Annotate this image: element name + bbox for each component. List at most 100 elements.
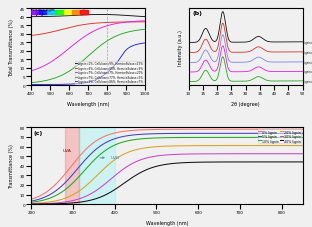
Bar bbox=[47, 11, 56, 15]
Legend: 0% lignin, 5% lignin, 10% lignin, 20% lignin, 30% lignin, 40% lignin: 0% lignin, 5% lignin, 10% lignin, 20% li… bbox=[258, 129, 301, 143]
Lignin=6%, Cellulose=69%, Hemicellulose=9% bbox=[97, 22, 101, 25]
Y-axis label: Intensity (a.u.): Intensity (a.u.) bbox=[178, 30, 183, 65]
Lignin=1%, Cellulose=9%, Hemicellulose=15% bbox=[84, 14, 88, 17]
Lignin=7%, Cellulose=7%, Hemicellulose=20% bbox=[84, 35, 87, 38]
5% lignin bbox=[29, 200, 33, 203]
10% lignin bbox=[189, 136, 193, 139]
Line: 5% lignin: 5% lignin bbox=[31, 134, 303, 201]
Lignin=7%, Cellulose=7%, Hemicellulose=20% bbox=[141, 20, 144, 23]
5% lignin bbox=[152, 133, 156, 136]
Lignin=1%, Cellulose=86%, Hemicellulose=7% bbox=[91, 80, 95, 83]
20% lignin bbox=[152, 146, 156, 149]
Lignin=1%, Cellulose=86%, Hemicellulose=7% bbox=[144, 42, 147, 45]
Lignin=7%, Cellulose=77%, Hemicellulose=5% bbox=[84, 58, 87, 61]
Legend: Lignin=1%, Cellulose=9%, Hemicellulose=15%, Lignin=6%, Cellulose=69%, Hemicellul: Lignin=1%, Cellulose=9%, Hemicellulose=1… bbox=[75, 62, 144, 84]
Lignin=7%, Cellulose=7%, Hemicellulose=20% bbox=[29, 70, 33, 73]
Lignin=7%, Cellulose=7%, Hemicellulose=20% bbox=[97, 28, 101, 31]
5% lignin bbox=[301, 132, 305, 135]
Bar bbox=[80, 11, 88, 15]
Lignin=1%, Cellulose=9%, Hemicellulose=15% bbox=[84, 14, 87, 17]
Lignin=1%, Cellulose=9%, Hemicellulose=15% bbox=[144, 16, 147, 19]
Text: (c): (c) bbox=[34, 130, 43, 135]
40% lignin bbox=[234, 161, 237, 164]
40% lignin bbox=[152, 166, 156, 169]
Lignin=7%, Cellulose=7%, Hemicellulose=20% bbox=[123, 22, 127, 25]
Bar bbox=[65, 128, 79, 204]
Lignin=6%, Cellulose=69%, Hemicellulose=9% bbox=[29, 35, 33, 38]
Line: Lignin=6%, Cellulose=69%, Hemicellulose=9%: Lignin=6%, Cellulose=69%, Hemicellulose=… bbox=[31, 23, 145, 36]
40% lignin bbox=[189, 161, 193, 164]
10% lignin bbox=[152, 137, 156, 140]
30% lignin bbox=[99, 186, 103, 189]
20% lignin bbox=[99, 170, 103, 173]
Text: UVB: UVB bbox=[100, 155, 120, 159]
Line: 30% lignin: 30% lignin bbox=[31, 154, 303, 204]
0% lignin bbox=[234, 128, 237, 131]
Lignin=1%, Cellulose=86%, Hemicellulose=7% bbox=[141, 43, 144, 45]
Bar bbox=[64, 11, 72, 15]
Line: 40% lignin: 40% lignin bbox=[31, 162, 303, 204]
Bar bbox=[72, 11, 80, 15]
0% lignin bbox=[152, 128, 156, 131]
Text: UVA: UVA bbox=[63, 149, 72, 153]
40% lignin bbox=[77, 201, 81, 204]
Lignin=1%, Cellulose=86%, Hemicellulose=7% bbox=[29, 84, 33, 86]
Lignin=1%, Cellulose=86%, Hemicellulose=7% bbox=[123, 51, 127, 54]
Line: 20% lignin: 20% lignin bbox=[31, 146, 303, 204]
Bar bbox=[39, 11, 47, 15]
0% lignin bbox=[77, 155, 81, 158]
Text: Lignin=1%, Cellulose=86%, Hemicellulose=15%: Lignin=1%, Cellulose=86%, Hemicellulose=… bbox=[304, 79, 312, 84]
X-axis label: 2θ (degree): 2θ (degree) bbox=[231, 101, 260, 106]
40% lignin bbox=[99, 196, 103, 198]
Lignin=6%, Cellulose=69%, Hemicellulose=9% bbox=[141, 21, 144, 24]
X-axis label: Wavelength (nm): Wavelength (nm) bbox=[146, 220, 188, 225]
Text: Visible light: Visible light bbox=[32, 8, 55, 12]
40% lignin bbox=[29, 203, 33, 206]
Lignin=7%, Cellulose=77%, Hemicellulose=5% bbox=[141, 29, 144, 32]
Text: (a): (a) bbox=[35, 11, 44, 16]
X-axis label: Wavelength (nm): Wavelength (nm) bbox=[67, 101, 110, 106]
Text: Lignin=11%, Cellulose=71%, Hemicellulose=15%: Lignin=11%, Cellulose=71%, Hemicellulose… bbox=[304, 70, 312, 74]
Bar bbox=[56, 11, 64, 15]
Lignin=1%, Cellulose=9%, Hemicellulose=15% bbox=[100, 14, 104, 17]
20% lignin bbox=[77, 190, 81, 192]
5% lignin bbox=[99, 145, 103, 147]
30% lignin bbox=[189, 153, 193, 156]
Lignin=1%, Cellulose=9%, Hemicellulose=15% bbox=[91, 14, 95, 17]
0% lignin bbox=[29, 198, 33, 201]
30% lignin bbox=[152, 155, 156, 158]
Lignin=1%, Cellulose=86%, Hemicellulose=7% bbox=[84, 82, 88, 85]
Lignin=1%, Cellulose=9%, Hemicellulose=15% bbox=[141, 16, 144, 19]
0% lignin bbox=[99, 137, 103, 140]
Lignin=1%, Cellulose=9%, Hemicellulose=15% bbox=[97, 14, 101, 17]
Lignin=7%, Cellulose=77%, Hemicellulose=5% bbox=[91, 51, 95, 54]
5% lignin bbox=[211, 132, 214, 135]
Text: Lignin=9%, Cellulose=71%, Hemicellulose=20%: Lignin=9%, Cellulose=71%, Hemicellulose=… bbox=[304, 61, 312, 65]
Text: Lignin=1%, Cellulose=81%, Hemicellulose=18%: Lignin=1%, Cellulose=81%, Hemicellulose=… bbox=[304, 41, 312, 45]
Bar bbox=[31, 11, 39, 15]
Lignin=7%, Cellulose=77%, Hemicellulose=5% bbox=[97, 46, 101, 49]
40% lignin bbox=[211, 161, 214, 164]
Lignin=1%, Cellulose=9%, Hemicellulose=15% bbox=[29, 16, 33, 19]
0% lignin bbox=[211, 128, 214, 131]
0% lignin bbox=[189, 128, 193, 131]
Lignin=7%, Cellulose=7%, Hemicellulose=20% bbox=[144, 20, 147, 23]
30% lignin bbox=[234, 153, 237, 155]
Line: Lignin=7%, Cellulose=77%, Hemicellulose=5%: Lignin=7%, Cellulose=77%, Hemicellulose=… bbox=[31, 30, 145, 83]
5% lignin bbox=[77, 166, 81, 168]
Lignin=7%, Cellulose=77%, Hemicellulose=5% bbox=[84, 57, 88, 60]
20% lignin bbox=[211, 145, 214, 147]
Text: Lignin=6%, Cellulose=89%, Hemicellulose=8%: Lignin=6%, Cellulose=89%, Hemicellulose=… bbox=[304, 51, 312, 55]
Line: Lignin=1%, Cellulose=9%, Hemicellulose=15%: Lignin=1%, Cellulose=9%, Hemicellulose=1… bbox=[31, 15, 145, 17]
Lignin=7%, Cellulose=77%, Hemicellulose=5% bbox=[123, 32, 127, 35]
Lignin=6%, Cellulose=69%, Hemicellulose=9% bbox=[144, 21, 147, 24]
30% lignin bbox=[301, 153, 305, 155]
Lignin=7%, Cellulose=77%, Hemicellulose=5% bbox=[29, 82, 33, 85]
Line: 10% lignin: 10% lignin bbox=[31, 138, 303, 202]
20% lignin bbox=[29, 202, 33, 205]
10% lignin bbox=[29, 201, 33, 204]
20% lignin bbox=[234, 145, 237, 147]
40% lignin bbox=[301, 161, 305, 164]
30% lignin bbox=[211, 153, 214, 155]
10% lignin bbox=[99, 153, 103, 155]
